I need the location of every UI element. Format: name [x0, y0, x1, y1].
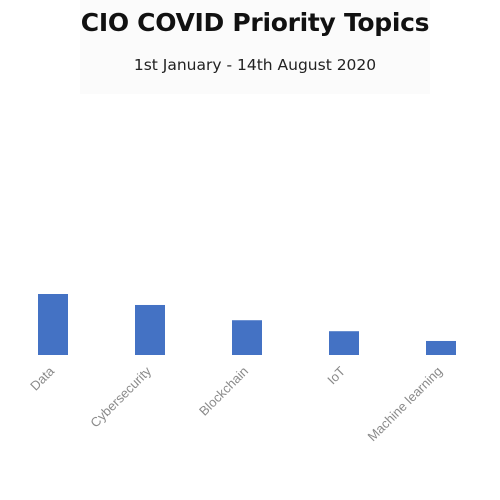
chart-title: CIO COVID Priority Topics — [80, 8, 430, 37]
category-label-iot: IoT — [324, 363, 348, 387]
bar-iot — [329, 331, 359, 355]
category-label-machine-learning: Machine learning — [365, 364, 446, 445]
bar-blockchain — [232, 320, 262, 355]
category-label-cybersecurity: Cybersecurity — [87, 363, 154, 430]
title-block: CIO COVID Priority Topics 1st January - … — [80, 0, 430, 94]
category-labels-group: Data Cybersecurity Blockchain IoT Machine le… — [27, 363, 445, 444]
bar-cybersecurity — [135, 304, 165, 355]
category-label-blockchain: Blockchain — [196, 364, 251, 419]
category-label-data: Data — [27, 363, 58, 394]
chart-subtitle: 1st January - 14th August 2020 — [133, 56, 377, 74]
bar-machine-learning — [426, 340, 456, 355]
bars-group — [38, 294, 456, 355]
bar-data — [38, 294, 68, 355]
